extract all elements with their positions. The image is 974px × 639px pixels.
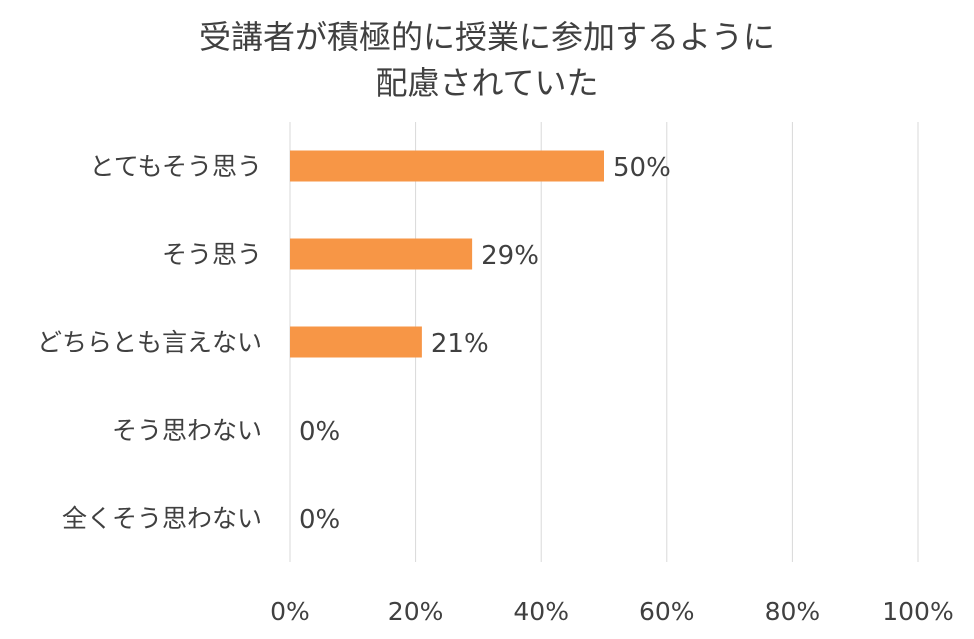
category-label: とてもそう思う xyxy=(89,152,262,181)
category-label: どちらとも言えない xyxy=(37,328,262,357)
bar xyxy=(290,150,604,182)
category-label: そう思う xyxy=(162,240,262,269)
x-tick-label: 20% xyxy=(388,597,444,626)
x-tick-label: 60% xyxy=(639,597,695,626)
x-tick-label: 80% xyxy=(765,597,821,626)
x-tick-label: 40% xyxy=(513,597,569,626)
chart-title-line-2: 配慮されていた xyxy=(375,64,599,102)
data-label: 21% xyxy=(431,329,489,359)
x-tick-label: 100% xyxy=(882,597,953,626)
category-label: 全くそう思わない xyxy=(62,504,262,533)
bar xyxy=(290,238,473,270)
data-label: 0% xyxy=(299,417,340,447)
chart-title-line-1: 受講者が積極的に授業に参加するように xyxy=(198,18,775,56)
data-label: 50% xyxy=(613,153,671,183)
data-label: 29% xyxy=(481,241,539,271)
x-tick-label: 0% xyxy=(270,597,310,626)
bar xyxy=(290,326,422,358)
data-label: 0% xyxy=(299,505,340,535)
category-label: そう思わない xyxy=(112,416,262,445)
chart-title: 受講者が積極的に授業に参加するように 配慮されていた xyxy=(0,14,974,106)
